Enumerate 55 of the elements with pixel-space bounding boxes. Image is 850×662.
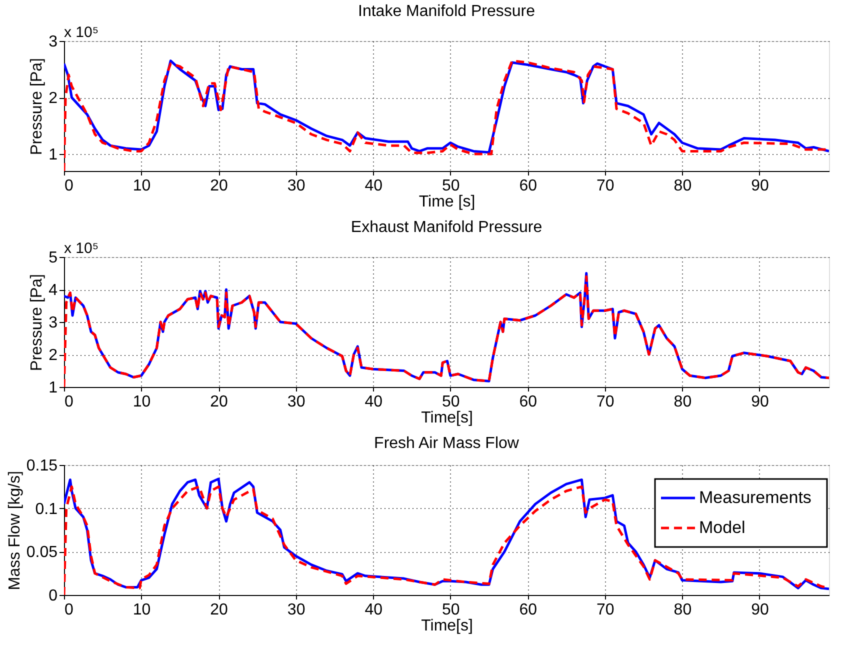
x-tick-label: 80 <box>674 602 692 618</box>
y-tick-label: 3 <box>48 34 58 50</box>
text: x 10⁵ <box>64 240 99 257</box>
x-tick-label: 40 <box>364 602 383 618</box>
y-tick-label: 2 <box>48 90 58 108</box>
x-axis-title: Time[s] <box>421 410 473 426</box>
x-tick-label: 90 <box>751 602 769 618</box>
y-tick-label: 5 <box>48 250 58 266</box>
x-tick-label: 20 <box>210 178 228 194</box>
legend-label: Measurements <box>699 488 812 507</box>
x-tick-label: 60 <box>519 602 538 618</box>
x-tick-label: 20 <box>210 394 228 410</box>
y-tick-label: 0 <box>48 588 58 604</box>
y-tick-label: 4 <box>48 282 58 299</box>
legend-label: Model <box>699 518 746 537</box>
x-tick-label: 10 <box>132 394 151 410</box>
x-tick-label: 0 <box>64 602 74 618</box>
x-tick-label: 10 <box>132 178 151 194</box>
x-tick-label: 50 <box>442 602 460 618</box>
x-tick-label: 50 <box>442 178 460 194</box>
chart-title: Fresh Air Mass Flow <box>374 435 520 452</box>
y-axis-title: Mass Flow [kg/s] <box>6 470 24 590</box>
y-axis-title: Pressure [Pa] <box>28 274 46 371</box>
x-tick-label: 50 <box>442 394 460 410</box>
x-tick-label: 90 <box>751 178 769 194</box>
x-tick-label: 60 <box>519 178 538 194</box>
y-tick-label: 0.15 <box>26 458 58 474</box>
x-tick-label: 10 <box>132 602 151 618</box>
x-axis-title: Time [s] <box>418 194 476 210</box>
chart-title: Exhaust Manifold Pressure <box>350 219 542 236</box>
chart-title: Intake Manifold Pressure <box>358 3 536 20</box>
x-tick-label: 80 <box>674 394 692 410</box>
x-tick-label: 30 <box>287 602 306 618</box>
y-tick-label: 1 <box>48 146 58 164</box>
y-tick-label: 3 <box>48 314 58 332</box>
x-tick-label: 40 <box>364 178 383 194</box>
x-tick-label: 90 <box>751 394 769 410</box>
y-tick-label: 0.1 <box>35 500 58 518</box>
x-tick-label: 30 <box>287 178 306 194</box>
x-axis-title: Time[s] <box>421 618 473 634</box>
x-tick-label: 70 <box>596 178 614 194</box>
y-tick-label: 2 <box>48 347 58 364</box>
x-tick-label: 30 <box>287 394 306 410</box>
x-tick-label: 20 <box>210 602 228 618</box>
x-tick-label: 70 <box>596 394 614 410</box>
text: x 10⁵ <box>64 24 99 41</box>
x-tick-label: 60 <box>519 394 538 410</box>
y-tick-label: 1 <box>48 380 58 396</box>
x-tick-label: 0 <box>64 394 74 410</box>
x-tick-label: 80 <box>674 178 692 194</box>
x-tick-label: 70 <box>596 602 614 618</box>
y-tick-label: 0.05 <box>26 544 58 562</box>
y-axis-title: Pressure [Pa] <box>28 58 46 155</box>
x-tick-label: 40 <box>364 394 383 410</box>
x-tick-label: 0 <box>64 178 74 194</box>
